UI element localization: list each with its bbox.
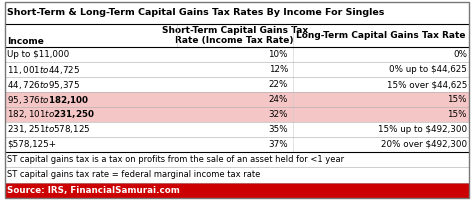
Text: 15% up to $492,300: 15% up to $492,300 <box>378 125 467 134</box>
Text: 15%: 15% <box>447 95 467 104</box>
Text: $11,001 to $44,725: $11,001 to $44,725 <box>7 64 80 76</box>
Text: Short-Term & Long-Term Capital Gains Tax Rates By Income For Singles: Short-Term & Long-Term Capital Gains Tax… <box>7 8 384 17</box>
Text: ST capital gains tax rate = federal marginal income tax rate: ST capital gains tax rate = federal marg… <box>7 170 261 179</box>
Bar <box>5 107 469 122</box>
Text: 0%: 0% <box>453 50 467 59</box>
Text: Source: IRS, FinancialSamurai.com: Source: IRS, FinancialSamurai.com <box>7 186 180 195</box>
Text: Income: Income <box>7 37 44 46</box>
Bar <box>5 183 469 198</box>
Text: Long-Term Capital Gains Tax Rate: Long-Term Capital Gains Tax Rate <box>296 31 466 40</box>
Bar <box>5 77 469 92</box>
Text: $95,376 to $182,100: $95,376 to $182,100 <box>7 94 90 106</box>
Text: Up to $11,000: Up to $11,000 <box>7 50 69 59</box>
Text: 15% over $44,625: 15% over $44,625 <box>386 80 467 89</box>
Text: $182,101 to $231,250: $182,101 to $231,250 <box>7 108 95 120</box>
Text: $578,125+: $578,125+ <box>7 140 56 149</box>
Text: 32%: 32% <box>268 110 288 119</box>
Bar <box>5 92 469 107</box>
Bar <box>5 24 469 47</box>
Text: Short-Term Capital Gains Tax
Rate (Income Tax Rate): Short-Term Capital Gains Tax Rate (Incom… <box>162 26 308 45</box>
Text: 20% over $492,300: 20% over $492,300 <box>381 140 467 149</box>
Bar <box>5 62 469 77</box>
Text: 24%: 24% <box>269 95 288 104</box>
Bar <box>5 2 469 24</box>
Bar <box>5 137 469 152</box>
Text: 22%: 22% <box>269 80 288 89</box>
Text: 15%: 15% <box>447 110 467 119</box>
Text: 10%: 10% <box>268 50 288 59</box>
Text: $231,251 to $578,125: $231,251 to $578,125 <box>7 123 91 135</box>
Text: 37%: 37% <box>268 140 288 149</box>
Bar <box>5 122 469 137</box>
Bar <box>5 47 469 62</box>
Text: 12%: 12% <box>269 65 288 74</box>
Text: 0% up to $44,625: 0% up to $44,625 <box>389 65 467 74</box>
Text: 35%: 35% <box>268 125 288 134</box>
Text: $44,726 to $95,375: $44,726 to $95,375 <box>7 79 80 91</box>
Text: ST capital gains tax is a tax on profits from the sale of an asset held for <1 y: ST capital gains tax is a tax on profits… <box>7 155 344 164</box>
